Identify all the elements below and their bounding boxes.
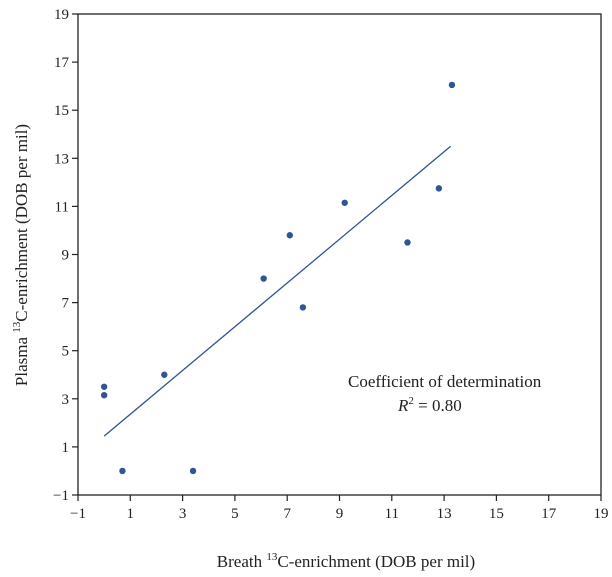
x-tick-label: 15 bbox=[489, 506, 504, 522]
x-tick-label: 7 bbox=[283, 506, 291, 522]
y-tick-label: 1 bbox=[62, 440, 70, 456]
x-axis: −1 1 3 5 7 9 11 13 15 17 19 bbox=[70, 495, 609, 522]
x-tick-label: 11 bbox=[385, 506, 399, 522]
annotation-r-squared: R2 = 0.80 bbox=[397, 395, 462, 415]
x-tick-label: 17 bbox=[541, 506, 557, 522]
y-tick-label: 7 bbox=[62, 296, 70, 312]
data-point bbox=[448, 81, 456, 89]
data-point bbox=[100, 383, 108, 390]
y-tick-label: −1 bbox=[53, 488, 69, 504]
annotation-title: Coefficient of determination bbox=[348, 372, 542, 391]
x-axis-label: Breath 13C-enrichment (DOB per mil) bbox=[217, 551, 475, 571]
regression-line bbox=[103, 145, 452, 437]
data-point bbox=[100, 391, 108, 399]
data-point bbox=[119, 467, 126, 475]
x-tick-label: 13 bbox=[437, 506, 452, 522]
y-tick-label: 5 bbox=[62, 344, 70, 360]
y-tick-label: 19 bbox=[54, 7, 69, 23]
data-points bbox=[100, 81, 456, 475]
y-axis-label: Plasma 13C-enrichment (DOB per mil) bbox=[11, 124, 31, 386]
data-point bbox=[260, 275, 267, 282]
data-point bbox=[404, 239, 411, 246]
y-tick-label: 17 bbox=[54, 55, 70, 71]
x-tick-label: −1 bbox=[70, 506, 86, 522]
plot-frame bbox=[77, 13, 602, 496]
y-tick-label: 9 bbox=[62, 248, 70, 264]
data-point bbox=[161, 371, 168, 378]
y-tick-label: 3 bbox=[62, 392, 70, 408]
y-tick-label: 11 bbox=[55, 199, 69, 215]
data-point bbox=[299, 304, 307, 311]
data-point bbox=[286, 232, 294, 239]
x-tick-label: 1 bbox=[127, 506, 135, 522]
x-tick-label: 5 bbox=[231, 506, 239, 522]
x-tick-label: 19 bbox=[594, 506, 609, 522]
data-point bbox=[189, 467, 197, 475]
plot-area bbox=[77, 13, 602, 496]
y-tick-label: 15 bbox=[54, 103, 69, 119]
data-point bbox=[341, 199, 348, 206]
data-point bbox=[435, 185, 443, 192]
x-tick-label: 3 bbox=[179, 506, 187, 522]
x-tick-label: 9 bbox=[336, 506, 344, 522]
y-tick-label: 13 bbox=[54, 151, 69, 167]
